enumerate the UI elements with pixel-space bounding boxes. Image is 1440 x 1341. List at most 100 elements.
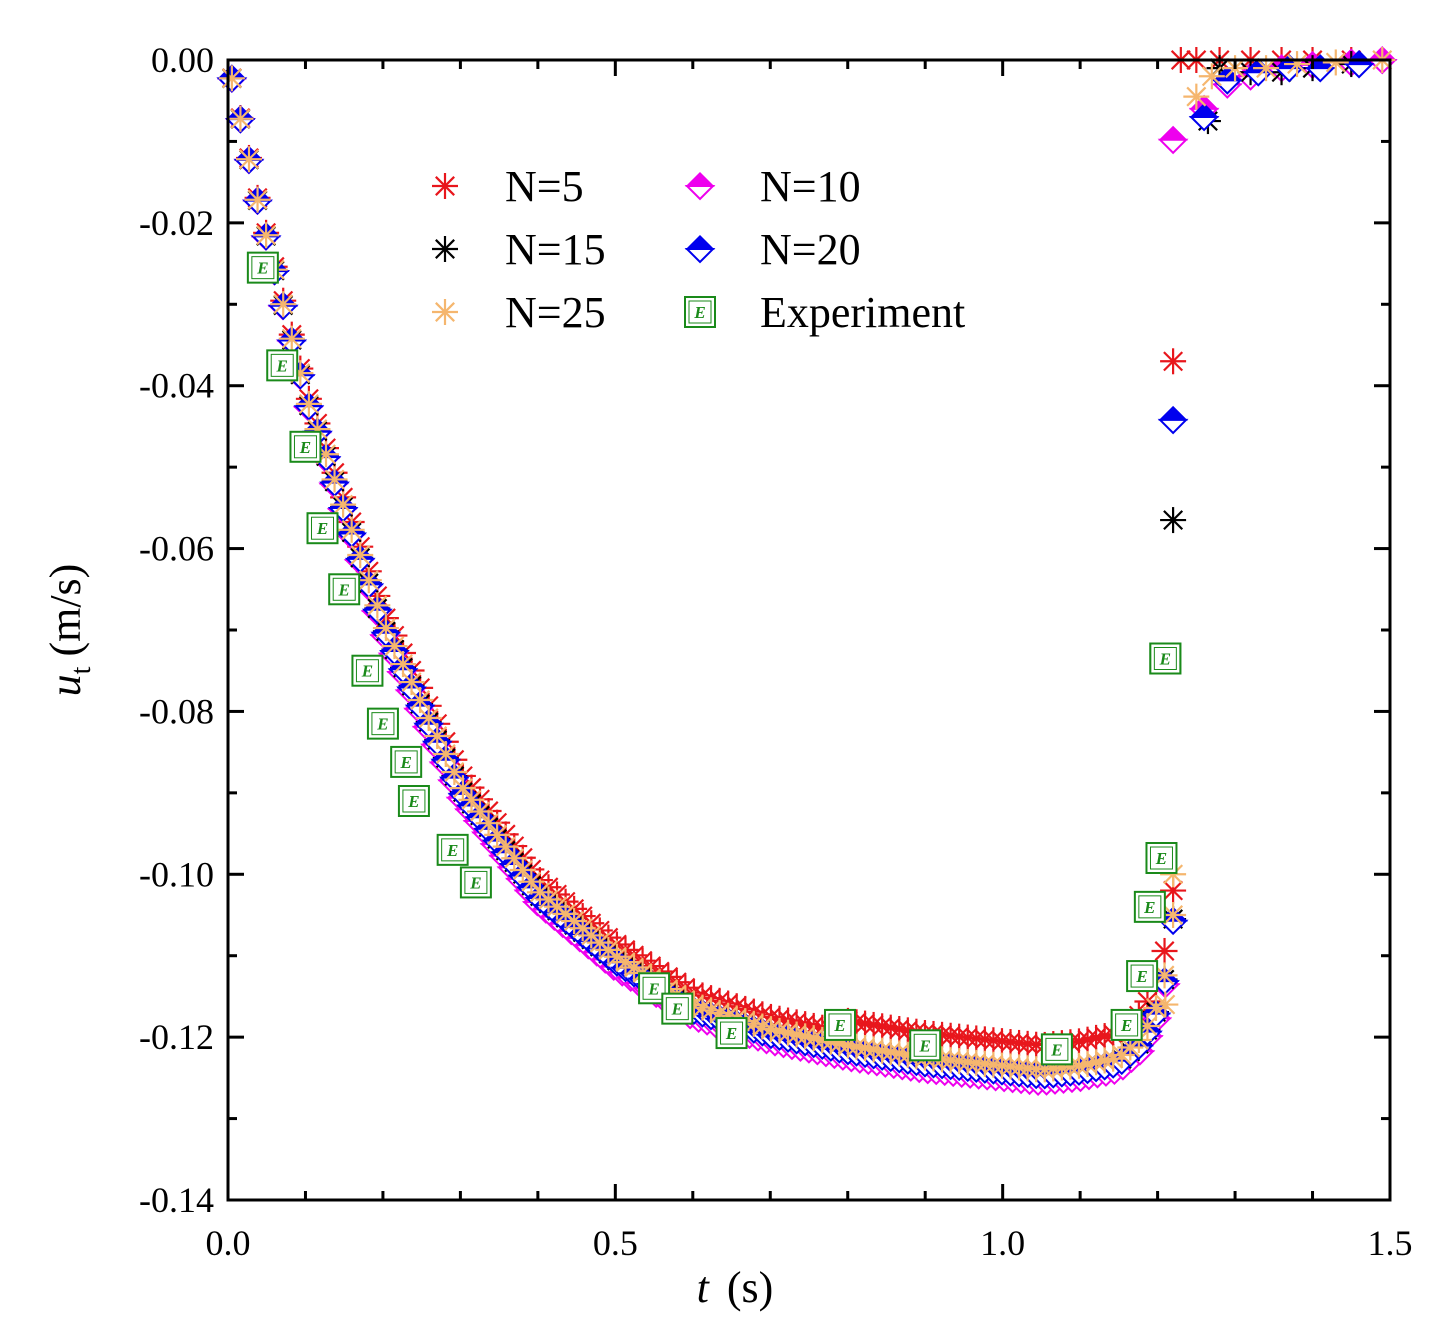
y-tick-label: -0.06 <box>139 529 214 569</box>
svg-text:E: E <box>276 356 288 375</box>
legend-entry-experiment: E Experiment <box>684 288 965 337</box>
experiment-marker: E <box>289 430 322 463</box>
asterisk-marker <box>1151 937 1178 964</box>
legend-label: N=25 <box>505 288 606 337</box>
y-tick-label: -0.08 <box>139 691 214 731</box>
experiment-marker: E <box>266 349 299 382</box>
asterisk-marker <box>1152 991 1179 1018</box>
svg-text:E: E <box>299 438 311 457</box>
svg-text:E: E <box>1135 967 1147 986</box>
svg-text:E: E <box>338 580 350 599</box>
asterisk-marker <box>432 740 459 767</box>
asterisk-marker <box>775 1019 802 1046</box>
diamond-marker <box>1188 102 1220 132</box>
experiment-marker: E <box>715 1017 748 1050</box>
asterisk-marker <box>766 1017 793 1044</box>
svg-text:E: E <box>376 715 388 734</box>
svg-text:E: E <box>1143 898 1155 917</box>
asterisk-marker <box>492 833 519 860</box>
legend-entry-n-10: N=10 <box>684 162 861 211</box>
asterisk-marker <box>432 236 458 262</box>
experiment-marker: E <box>684 296 716 328</box>
asterisk-marker <box>432 173 458 199</box>
asterisk-marker <box>1151 962 1178 989</box>
legend-entry-n-15: N=15 <box>432 225 606 274</box>
legend-entry-n-20: N=20 <box>684 225 861 274</box>
legend-entry-n-25: N=25 <box>432 288 606 337</box>
svg-text:E: E <box>361 662 373 681</box>
svg-text:E: E <box>407 792 419 811</box>
svg-text:E: E <box>919 1036 931 1055</box>
y-tick-label: 0.00 <box>151 40 214 80</box>
svg-text:E: E <box>671 1000 683 1019</box>
asterisk-marker <box>338 516 365 543</box>
experiment-marker: E <box>1133 890 1166 923</box>
experiment-marker: E <box>1145 842 1178 874</box>
legend-label: N=5 <box>505 162 584 211</box>
asterisk-marker <box>1183 83 1210 110</box>
y-tick-label: -0.10 <box>139 854 214 894</box>
y-tick-label: -0.02 <box>139 203 214 243</box>
experiment-marker: E <box>909 1029 942 1062</box>
asterisk-marker <box>886 1040 913 1067</box>
asterisk-marker <box>330 491 357 518</box>
svg-text:ut(m/s): ut(m/s) <box>41 564 97 697</box>
legend-label: N=20 <box>760 225 861 274</box>
legend: N=5 N=10 N=15 N=20 N=25 E Experiment <box>432 162 965 337</box>
asterisk-marker <box>347 542 374 569</box>
asterisk-marker <box>860 1036 887 1063</box>
asterisk-marker <box>244 186 271 213</box>
svg-text:E: E <box>1159 650 1171 669</box>
diamond-marker <box>684 234 716 264</box>
asterisk-marker <box>295 390 322 417</box>
svg-text:E: E <box>446 841 458 860</box>
plot-markers: EEEEEEEEEEEEEEEEEEEEEEE <box>216 45 1398 1096</box>
experiment-marker: E <box>366 707 399 740</box>
asterisk-marker <box>415 705 442 732</box>
svg-text:E: E <box>725 1024 737 1043</box>
asterisk-marker <box>321 466 348 493</box>
experiment-marker: E <box>390 745 423 778</box>
svg-text:E: E <box>1120 1016 1132 1035</box>
diamond-marker <box>1157 405 1189 435</box>
legend-label: N=10 <box>760 162 861 211</box>
svg-text:E: E <box>316 519 328 538</box>
svg-text:E: E <box>469 873 481 892</box>
experiment-marker: E <box>246 251 279 284</box>
asterisk-marker <box>227 105 254 132</box>
asterisk-marker <box>364 592 391 619</box>
series-experiment: EEEEEEEEEEEEEEEEEEEEEEE <box>246 251 1182 1066</box>
diamond-marker <box>1157 125 1189 155</box>
asterisk-marker <box>235 146 262 173</box>
experiment-marker: E <box>1126 960 1159 993</box>
asterisk-marker <box>1322 49 1349 76</box>
asterisk-marker <box>467 798 494 825</box>
experiment-marker: E <box>351 654 384 687</box>
experiment-marker: E <box>436 833 469 866</box>
svg-text:E: E <box>833 1016 845 1035</box>
legend-label: Experiment <box>760 288 965 337</box>
asterisk-marker <box>1160 348 1187 375</box>
svg-text:E: E <box>693 303 705 322</box>
y-tick-label: -0.04 <box>139 366 214 406</box>
svg-text:E: E <box>400 753 412 772</box>
asterisk-marker <box>218 65 245 92</box>
x-tick-label: 1.5 <box>1368 1223 1413 1263</box>
experiment-marker: E <box>328 573 361 606</box>
asterisk-marker <box>270 291 297 318</box>
x-tick-label: 1.0 <box>980 1223 1025 1263</box>
experiment-marker: E <box>1149 642 1182 675</box>
asterisk-marker <box>253 222 280 249</box>
asterisk-marker <box>432 299 458 325</box>
asterisk-marker <box>1160 902 1187 928</box>
asterisk-marker <box>1198 63 1225 90</box>
svg-text:E: E <box>1050 1040 1062 1059</box>
asterisk-marker <box>1074 1026 1101 1053</box>
x-tick-label: 0.5 <box>593 1223 638 1263</box>
experiment-marker: E <box>459 866 492 899</box>
legend-label: N=15 <box>505 225 606 274</box>
axis-tick-labels: 0.0 0.5 1.0 1.5 0.00 -0.02 -0.04 -0.06 -0.08 -0.1… <box>139 40 1413 1263</box>
axis-ticks <box>226 58 1392 1202</box>
asterisk-marker <box>278 325 305 352</box>
x-axis-title: t (s) <box>697 1263 774 1312</box>
